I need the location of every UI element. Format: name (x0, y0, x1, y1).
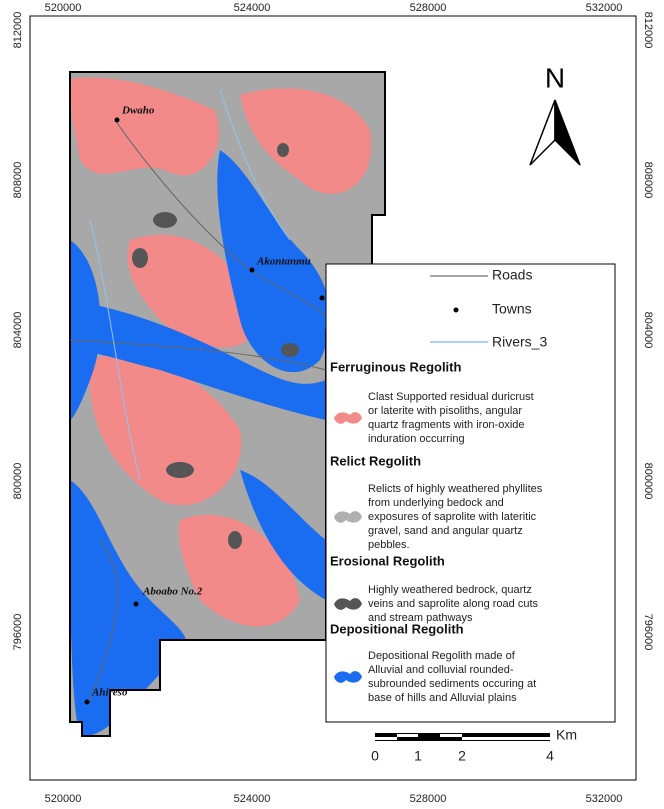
unit-description: Alluvial and colluvial rounded- (368, 664, 514, 676)
unit-description: from underlying bedock and (368, 497, 504, 509)
unit-description: Clast Supported residual duricrust (368, 391, 534, 403)
ferruginous-patch (127, 234, 260, 348)
roads-label: Roads (492, 267, 532, 283)
scale-unit: Km (556, 727, 577, 743)
unit-description: subrounded sediments occuring at (368, 678, 536, 690)
rivers-label: Rivers_3 (492, 334, 547, 350)
right-coordinate: 804000 (642, 312, 654, 349)
unit-description: gravel, sand and angular quartz (368, 525, 523, 537)
ferruginous-patch (240, 88, 372, 194)
depositional-patch (217, 150, 331, 373)
scale-label: 2 (458, 748, 466, 764)
depositional-patch (70, 300, 326, 420)
unit-description: Depositional Regolith made of (368, 650, 516, 662)
depositional-patch (240, 470, 326, 600)
bottom-coordinate: 520000 (45, 793, 82, 805)
unit-title: Ferruginous Regolith (330, 359, 462, 374)
scale-label: 1 (414, 748, 422, 764)
map-area (69, 71, 386, 737)
top-coordinate: 524000 (234, 2, 271, 14)
right-coordinate: 812000 (642, 12, 654, 49)
unit-title: Relict Regolith (330, 453, 421, 468)
north-arrow-right (554, 99, 581, 166)
unit-swatch (334, 412, 362, 424)
coordinate-labels: 520000 524000 528000 532000 520000 524000 5280… (12, 2, 654, 805)
scale-bar-segment (440, 734, 462, 737)
left-coordinate: 800000 (12, 463, 24, 500)
left-coordinate: 804000 (12, 312, 24, 349)
ferruginous-patch (70, 77, 219, 176)
town-marker (84, 699, 90, 705)
regolith-units (70, 77, 372, 736)
right-coordinate: 808000 (642, 162, 654, 199)
road (89, 539, 118, 701)
scale-labels: 0 1 2 4Km (371, 727, 577, 764)
town-label: Dwaho (121, 105, 155, 117)
town-label: Aboabo No.2 (142, 586, 203, 598)
bottom-coordinate: 528000 (410, 793, 447, 805)
town-label: Ahireso (91, 687, 128, 699)
unit-description: veins and saprolite along road cuts (368, 598, 538, 610)
left-coordinate: 796000 (12, 614, 24, 651)
north-label: N (545, 62, 565, 93)
town-marker (319, 295, 325, 301)
scale-label: 0 (371, 748, 379, 764)
unit-title: Depositional Regolith (330, 621, 464, 636)
unit-description: pebbles. (368, 539, 410, 551)
unit-description: exposures of saprolite with lateritic (368, 511, 537, 523)
legend: Roads Towns Rivers_3 Ferruginous Regolith Cl… (330, 267, 547, 704)
scale-bar-segment (375, 737, 397, 740)
erosional-patch (228, 531, 242, 549)
unit-description: Relicts of highly weathered phyllites (368, 483, 543, 495)
unit-swatch (334, 598, 362, 610)
top-coordinate: 528000 (410, 2, 447, 14)
scale-bar (375, 733, 550, 741)
town-marker (114, 117, 120, 123)
top-coordinate: 520000 (45, 2, 82, 14)
town-marker (249, 267, 255, 273)
unit-description: Highly weathered bedrock, quartz (368, 584, 532, 596)
river (89, 219, 141, 481)
left-coordinate: 812000 (12, 12, 24, 49)
north-arrow: N (529, 62, 581, 166)
road (69, 339, 327, 371)
ferruginous-patch (178, 514, 300, 627)
erosional-patch (281, 343, 299, 357)
towns-label: Towns (492, 301, 532, 317)
erosional-patch (153, 212, 177, 228)
unit-description: or laterite with pisoliths, angular (368, 405, 522, 417)
bottom-coordinate: 524000 (234, 793, 271, 805)
erosional-patch (166, 462, 194, 478)
town-marker (133, 601, 139, 607)
erosional-patch (132, 248, 148, 268)
road (114, 119, 331, 321)
ferruginous-patch (89, 354, 242, 506)
unit-swatch (334, 671, 362, 683)
scale-bar-segment (462, 737, 550, 740)
unit-description: base of hills and Alluvial plains (368, 692, 517, 704)
top-coordinate: 532000 (586, 2, 623, 14)
bottom-coordinate: 532000 (586, 793, 623, 805)
scale-label: 4 (546, 748, 554, 764)
left-coordinate: 808000 (12, 162, 24, 199)
river (219, 89, 291, 241)
unit-description: and stream pathways (368, 612, 473, 624)
town-label: Akontanmu (256, 256, 311, 268)
unit-swatch (334, 511, 362, 523)
depositional-patch (70, 480, 187, 736)
erosional-patch (277, 143, 289, 157)
towns-symbol (453, 307, 459, 313)
right-coordinate: 800000 (642, 463, 654, 500)
scale-bar-segment (397, 734, 418, 737)
legend-box (325, 263, 616, 723)
right-coordinate: 796000 (642, 614, 654, 651)
unit-description: quartz fragments with iron-oxide (368, 419, 525, 431)
unit-description: induration occurring (368, 433, 465, 445)
unit-title: Erosional Regolith (330, 553, 445, 568)
